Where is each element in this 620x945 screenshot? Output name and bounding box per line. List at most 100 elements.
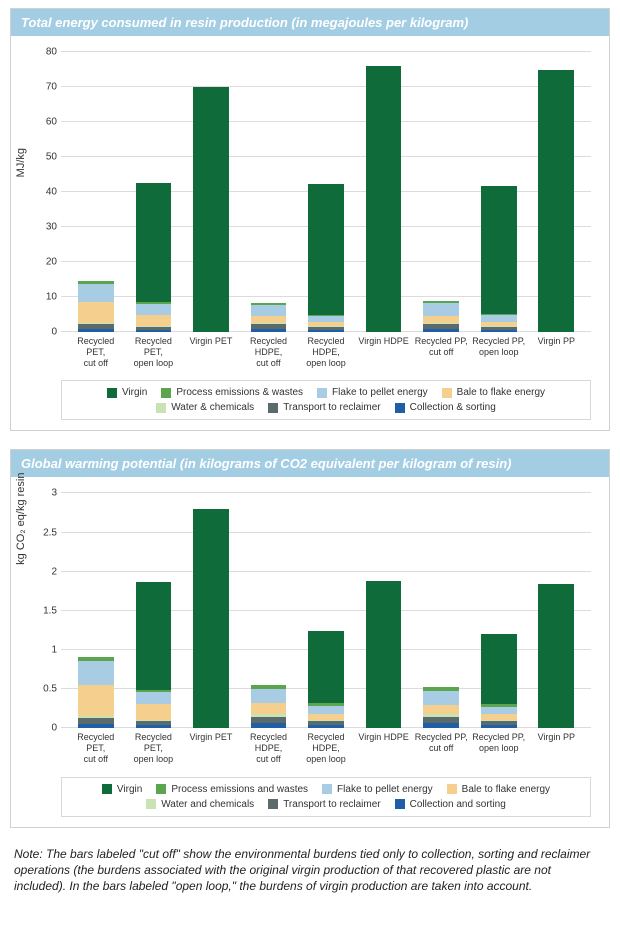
y-tick-label: 50 xyxy=(31,152,57,163)
bar-stack xyxy=(78,493,114,728)
legend-item: Transport to reclaimer xyxy=(268,799,380,810)
bar-segment-bale xyxy=(251,703,287,714)
bar-segment-bale xyxy=(136,704,172,720)
chart-gwp: Global warming potential (in kilograms o… xyxy=(10,449,610,827)
bar-segment-collection xyxy=(481,330,517,332)
bar-slot xyxy=(528,493,586,728)
bar-slot xyxy=(240,52,298,332)
bar-stack xyxy=(78,52,114,332)
bar-slot xyxy=(67,52,125,332)
x-axis-label: Recycled HDPE,open loop xyxy=(297,336,355,368)
bar-slot xyxy=(182,52,240,332)
x-axis-label: Recycled PET,open loop xyxy=(125,732,183,764)
footnote: Note: The bars labeled "cut off" show th… xyxy=(10,846,610,895)
bar-segment-virgin xyxy=(136,582,172,690)
x-axis-label: Virgin PP xyxy=(528,336,586,368)
legend-swatch xyxy=(156,784,166,794)
bar-segment-virgin xyxy=(481,186,517,314)
bar-segment-flake xyxy=(251,689,287,703)
bar-segment-bale xyxy=(78,685,114,716)
bar-segment-virgin xyxy=(538,584,574,728)
legend-swatch xyxy=(447,784,457,794)
legend-swatch xyxy=(322,784,332,794)
legend-item: Transport to reclaimer xyxy=(268,402,380,413)
bar-segment-collection xyxy=(78,724,114,729)
bar-slot xyxy=(412,493,470,728)
bar-segment-bale xyxy=(78,302,114,323)
legend-swatch xyxy=(317,388,327,398)
bars-container xyxy=(61,52,591,332)
chart-title: Global warming potential (in kilograms o… xyxy=(11,450,609,477)
bar-segment-collection xyxy=(423,723,459,728)
bar-segment-collection xyxy=(136,330,172,332)
legend-swatch xyxy=(156,403,166,413)
legend: VirginProcess emissions & wastesFlake to… xyxy=(61,380,591,420)
chart-title: Total energy consumed in resin productio… xyxy=(11,9,609,36)
legend-swatch xyxy=(146,799,156,809)
legend-swatch xyxy=(395,403,405,413)
legend-item: Collection & sorting xyxy=(395,402,496,413)
bar-slot xyxy=(125,52,183,332)
y-axis-label: kg CO₂ eq/kg resin xyxy=(15,472,27,564)
legend-swatch xyxy=(107,388,117,398)
bar-segment-virgin xyxy=(193,509,229,728)
x-axis-labels: Recycled PET,cut offRecycled PET,open lo… xyxy=(61,336,591,368)
x-axis-label: Recycled PP,open loop xyxy=(470,732,528,764)
x-axis-label: Recycled PP,open loop xyxy=(470,336,528,368)
legend-label: Process emissions & wastes xyxy=(176,387,303,398)
y-tick-label: 80 xyxy=(31,47,57,58)
chart-energy: Total energy consumed in resin productio… xyxy=(10,8,610,431)
bar-segment-bale xyxy=(136,315,172,326)
legend-swatch xyxy=(102,784,112,794)
x-axis-label: Recycled PET,cut off xyxy=(67,732,125,764)
bar-segment-collection xyxy=(423,329,459,333)
legend-swatch xyxy=(442,388,452,398)
legend: VirginProcess emissions and wastesFlake … xyxy=(61,777,591,817)
legend-item: Virgin xyxy=(102,784,142,795)
x-axis-label: Recycled PET,cut off xyxy=(67,336,125,368)
bar-segment-virgin xyxy=(308,631,344,703)
y-tick-label: 70 xyxy=(31,82,57,93)
legend-label: Transport to reclaimer xyxy=(283,402,380,413)
bar-segment-bale xyxy=(423,705,459,714)
x-axis-label: Recycled HDPE,cut off xyxy=(240,336,298,368)
bar-segment-flake xyxy=(251,305,287,316)
bar-segment-flake xyxy=(136,692,172,704)
y-tick-label: 2.5 xyxy=(31,527,57,538)
legend-label: Bale to flake energy xyxy=(457,387,545,398)
bar-slot xyxy=(67,493,125,728)
bar-stack xyxy=(481,493,517,728)
bar-slot xyxy=(297,52,355,332)
bar-stack xyxy=(423,493,459,728)
legend-item: Flake to pellet energy xyxy=(317,387,428,398)
bar-segment-virgin xyxy=(193,87,229,332)
bar-slot xyxy=(470,52,528,332)
legend-item: Collection and sorting xyxy=(395,799,506,810)
y-tick-label: 3 xyxy=(31,488,57,499)
x-axis-label: Recycled PP,cut off xyxy=(412,732,470,764)
x-axis-label: Virgin PET xyxy=(182,732,240,764)
y-tick-label: 1.5 xyxy=(31,605,57,616)
bar-stack xyxy=(366,493,402,728)
x-axis-label: Virgin HDPE xyxy=(355,732,413,764)
bar-stack xyxy=(538,493,574,728)
bars-container xyxy=(61,493,591,728)
legend-item: Flake to pellet energy xyxy=(322,784,433,795)
bar-slot xyxy=(240,493,298,728)
bar-slot xyxy=(470,493,528,728)
bar-segment-bale xyxy=(423,316,459,323)
legend-swatch xyxy=(268,799,278,809)
y-tick-label: 1 xyxy=(31,645,57,656)
legend-label: Collection & sorting xyxy=(410,402,496,413)
x-axis-label: Recycled PP,cut off xyxy=(412,336,470,368)
legend-swatch xyxy=(395,799,405,809)
bar-stack xyxy=(193,493,229,728)
y-axis-label: MJ/kg xyxy=(15,148,27,177)
bar-stack xyxy=(308,52,344,332)
x-axis-label: Virgin PET xyxy=(182,336,240,368)
bar-stack xyxy=(136,493,172,728)
legend-item: Water & chemicals xyxy=(156,402,254,413)
bar-segment-collection xyxy=(308,330,344,332)
bar-slot xyxy=(355,493,413,728)
bar-stack xyxy=(423,52,459,332)
